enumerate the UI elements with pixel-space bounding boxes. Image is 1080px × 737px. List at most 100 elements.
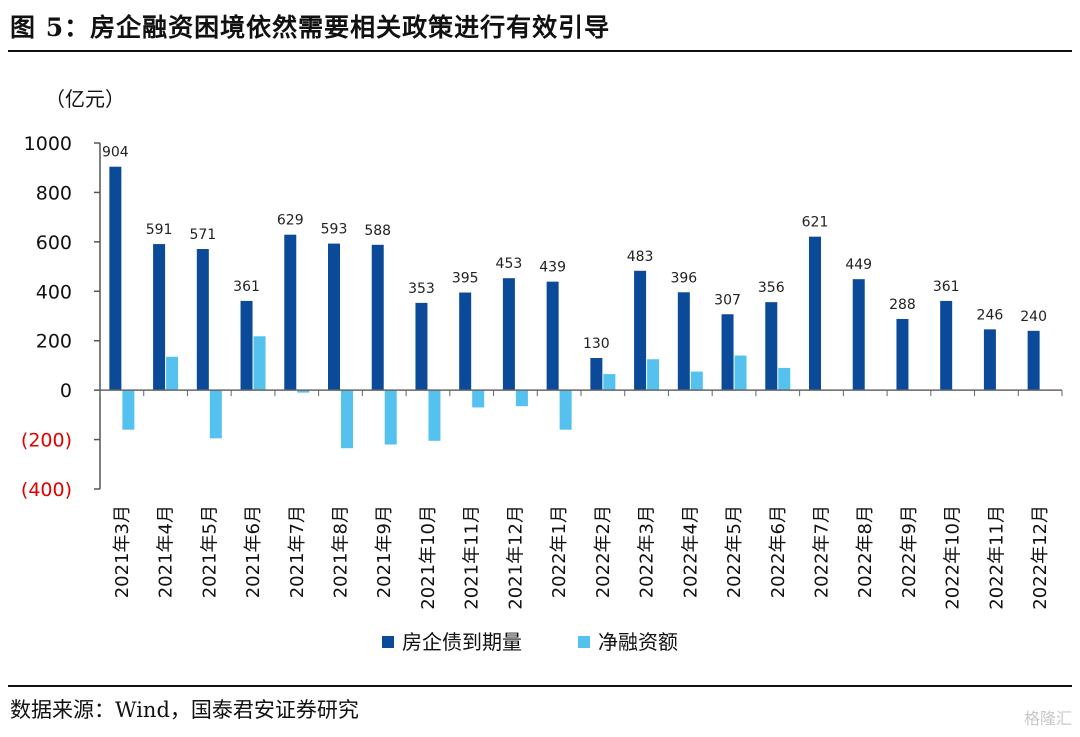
bar-value-label: 361 (933, 279, 960, 295)
y-tick-label: (200) (21, 430, 72, 452)
bar-value-label: 483 (627, 249, 654, 265)
bar-maturity (809, 236, 821, 391)
bar-net-financing (384, 390, 397, 445)
x-category-label: 2022年10月 (943, 505, 964, 610)
x-category-label: 2021年7月 (287, 505, 308, 598)
y-tick-label: 800 (36, 182, 72, 204)
bar-value-label: 396 (670, 270, 697, 286)
bar-maturity (765, 302, 778, 391)
y-tick-label: (400) (21, 479, 72, 501)
bar-maturity (371, 244, 384, 391)
y-axis: 1000 800 600 400 200 0 (200) (400) (21, 133, 101, 501)
x-category-label: 2021年11月 (462, 505, 483, 610)
y-tick-label: 200 (36, 331, 72, 353)
bar-maturity (196, 249, 209, 391)
x-category-label: 2021年5月 (199, 505, 220, 598)
bar-maturity (940, 300, 953, 391)
bar-value-label: 453 (496, 256, 523, 272)
bar-value-label: 621 (802, 215, 829, 231)
bar-net-financing (297, 390, 310, 393)
x-category-label: 2021年4月 (156, 505, 177, 598)
bar-maturity (677, 292, 690, 391)
bar-value-label: 588 (364, 223, 391, 239)
bar-maturity (328, 243, 340, 391)
unit-label: （亿元） (45, 87, 125, 111)
bar-maturity (284, 234, 297, 391)
bar-net-financing (690, 371, 703, 391)
title-rule (8, 50, 1072, 52)
bar-value-label: 571 (189, 227, 216, 243)
bar-value-label: 130 (583, 336, 610, 352)
x-category-label: 2022年9月 (899, 505, 920, 598)
y-tick-label: 600 (36, 232, 72, 254)
bar-maturity (852, 279, 865, 391)
legend-label: 房企债到期量 (402, 630, 522, 654)
bar-maturity (1027, 330, 1040, 391)
x-category-label: 2022年11月 (986, 505, 1007, 610)
bar-value-label: 593 (321, 222, 348, 238)
bar-value-label: 240 (1020, 309, 1047, 325)
bar-net-financing (341, 390, 353, 449)
x-category-label: 2022年8月 (855, 505, 876, 598)
bar-maturity (590, 358, 603, 391)
figure-title: 图 5：房企融资困境依然需要相关政策进行有效引导 (10, 13, 611, 42)
bar-maturity (502, 278, 515, 391)
x-category-label: 2021年12月 (505, 505, 526, 610)
bar-value-label: 288 (889, 297, 916, 313)
bar-net-financing (166, 356, 179, 391)
source-rule (8, 685, 1072, 687)
bar-maturity (153, 244, 166, 391)
y-tick-label: 1000 (24, 133, 72, 155)
y-tick-label: 0 (60, 380, 72, 402)
bar-maturity (240, 300, 253, 391)
bars: 904 591 571 361 629 593 588 353 395 453 439 130 483 3… (102, 145, 1047, 449)
bar-value-label: 307 (714, 292, 741, 308)
x-category-label: 2022年2月 (593, 505, 614, 598)
y-tick-label: 400 (36, 281, 72, 303)
bar-maturity (109, 166, 122, 391)
bar-value-label: 395 (452, 271, 479, 287)
bar-maturity (721, 314, 734, 391)
bar-net-financing (734, 355, 747, 391)
bar-net-financing (603, 374, 616, 391)
x-category-label: 2022年4月 (680, 505, 701, 598)
x-category-label: 2022年12月 (1030, 505, 1051, 610)
x-category-label: 2021年3月 (112, 505, 133, 598)
bar-maturity (983, 329, 996, 391)
bar-maturity (634, 270, 647, 391)
bar-maturity (459, 292, 472, 391)
bar-net-financing (428, 390, 441, 441)
bar-net-financing (472, 390, 485, 408)
bar-maturity (896, 318, 909, 391)
bar-value-label: 629 (277, 213, 304, 229)
x-category-label: 2022年3月 (637, 505, 658, 598)
legend-swatch (578, 636, 590, 648)
bar-value-label: 591 (146, 222, 173, 238)
bar-net-financing (559, 390, 572, 430)
bar-value-label: 439 (539, 260, 566, 276)
bar-value-label: 361 (233, 279, 260, 295)
bar-net-financing (647, 359, 660, 391)
x-category-label: 2022年1月 (549, 505, 570, 598)
bar-value-label: 356 (758, 280, 785, 296)
source-note: 数据来源：Wind，国泰君安证券研究 (10, 698, 359, 722)
x-axis: 2021年3月 2021年4月 2021年5月 2021年6月 2021年7月 2021年… (99, 389, 1063, 610)
legend-label: 净融资额 (598, 630, 678, 654)
bar-net-financing (778, 367, 791, 391)
bar-maturity (546, 281, 559, 391)
bar-maturity (415, 302, 428, 391)
bar-net-financing (515, 390, 528, 407)
watermark: 格隆汇 (1023, 709, 1072, 728)
bar-net-financing (122, 390, 135, 430)
bar-net-financing (253, 336, 266, 391)
x-category-label: 2021年10月 (418, 505, 439, 610)
legend: 房企债到期量 净融资额 (382, 630, 678, 654)
x-category-label: 2021年6月 (243, 505, 264, 598)
x-category-label: 2021年8月 (331, 505, 352, 598)
bar-value-label: 353 (408, 281, 435, 297)
bar-value-label: 904 (102, 145, 129, 161)
x-category-label: 2022年5月 (724, 505, 745, 598)
bar-value-label: 449 (845, 257, 872, 273)
x-category-label: 2021年9月 (374, 505, 395, 598)
